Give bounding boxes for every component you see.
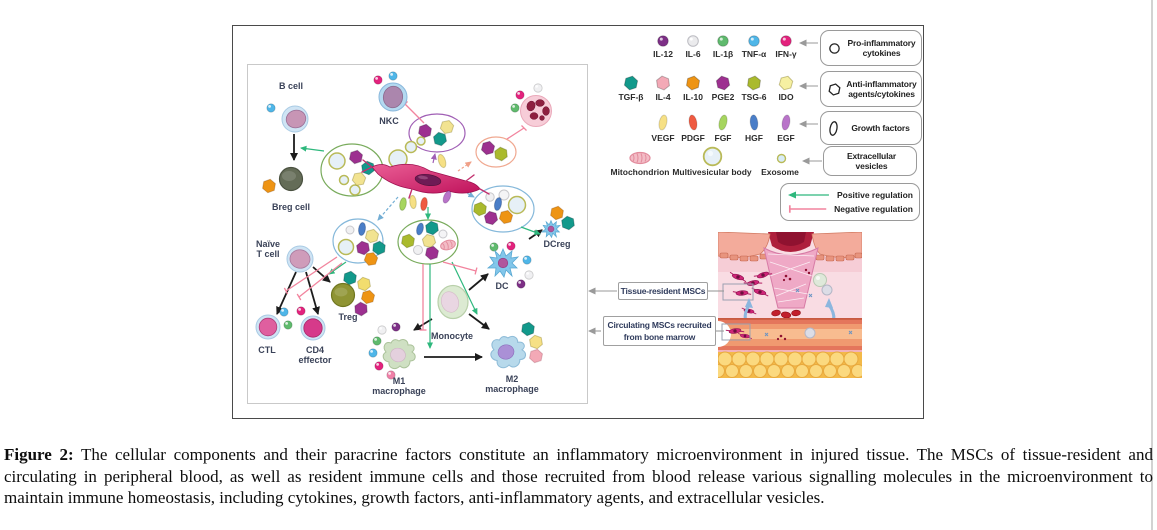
legend-item-tsg6: TSG-6 bbox=[734, 75, 774, 102]
legend-box-growth-factors: Growth factors bbox=[820, 111, 922, 145]
pdgf-icon bbox=[688, 114, 698, 131]
dc-cell bbox=[487, 241, 534, 289]
legend-item-tnfa: TNF-α bbox=[734, 34, 774, 59]
callout-circulating-mscs: Circulating MSCs recruited from bone marr… bbox=[603, 316, 716, 346]
msc-cell bbox=[361, 136, 490, 212]
tsg6-icon bbox=[747, 75, 761, 91]
tgfb-icon bbox=[623, 75, 639, 91]
ellipse-A-contents bbox=[328, 148, 376, 196]
label-dcreg: DCreg bbox=[543, 239, 571, 249]
neutrophil-cell bbox=[510, 83, 552, 127]
label-monocyte: Monocyte bbox=[430, 331, 473, 341]
tnfa-icon bbox=[748, 35, 760, 47]
legend-item-pdgf: PDGF bbox=[673, 113, 713, 143]
il1b-icon bbox=[717, 35, 729, 47]
label-b-cell: B cell bbox=[278, 81, 303, 91]
legend-item-egf: EGF bbox=[766, 113, 806, 143]
fgf-icon bbox=[718, 114, 728, 131]
blood-vessel bbox=[718, 318, 862, 352]
positive-regulation-arrows bbox=[300, 145, 541, 349]
il12-icon bbox=[657, 35, 669, 47]
m2-macrophage-cell bbox=[490, 320, 544, 369]
dcreg-cell bbox=[541, 204, 576, 238]
tissue-resident-msc-highlight-box bbox=[722, 283, 754, 301]
blob-shape-icon bbox=[829, 120, 838, 136]
legend-label-multivesicular-body: Multivesicular body bbox=[672, 167, 752, 177]
label-breg: Breg cell bbox=[271, 202, 311, 212]
mitochondrion-legend-icon bbox=[629, 151, 651, 165]
monocyte-cell bbox=[437, 284, 469, 320]
injured-tissue-illustration bbox=[718, 232, 862, 378]
il6-icon bbox=[687, 35, 699, 47]
legend-item-fgf: FGF bbox=[703, 113, 743, 143]
hexagon-shape-icon bbox=[828, 82, 841, 96]
legend-item-il4: IL-4 bbox=[643, 75, 683, 102]
label-m1-macrophage: M1 macrophage bbox=[372, 376, 426, 396]
negative-regulation-lines bbox=[283, 101, 527, 331]
label-nkc: NKC bbox=[379, 116, 399, 126]
legend-box-extracellular-vesicles: Extracellular vesicles bbox=[823, 146, 917, 176]
legend-item-il6: IL-6 bbox=[673, 34, 713, 59]
circulating-msc-highlight-box bbox=[721, 323, 751, 341]
label-treg: Treg bbox=[338, 312, 358, 322]
legend-box-pro-inflammatory: Pro-inflammatory cytokines bbox=[820, 30, 922, 66]
positive-regulation-row: Positive regulation bbox=[787, 190, 913, 200]
il4-icon bbox=[656, 75, 670, 91]
multivesicular-body-icon bbox=[702, 146, 723, 167]
legend-item-pge2: PGE2 bbox=[703, 75, 743, 102]
il10-icon bbox=[685, 75, 701, 91]
naive-t-cell bbox=[286, 245, 314, 273]
exosome-icon bbox=[776, 153, 787, 164]
label-cd4-effector: CD4 effector bbox=[298, 345, 332, 365]
legend-item-ifng: IFN-γ bbox=[766, 34, 806, 59]
pge2-icon bbox=[715, 75, 731, 91]
cell-diagram bbox=[255, 71, 576, 380]
m1-macrophage-cell bbox=[368, 322, 416, 380]
nkc-cell bbox=[373, 71, 408, 112]
legend-label-mitochondrion: Mitochondrion bbox=[610, 167, 670, 177]
label-ctl: CTL bbox=[258, 345, 276, 355]
fat-layer bbox=[718, 350, 862, 378]
label-naive-t: Naïve T cell bbox=[255, 239, 281, 259]
legend-item-hgf: HGF bbox=[734, 113, 774, 143]
figure-caption-text: The cellular components and their paracr… bbox=[4, 445, 1153, 507]
legend-box-regulation: Positive regulation Negative regulation bbox=[780, 183, 920, 221]
hgf-icon bbox=[749, 114, 759, 131]
legend-item-tgfb: TGF-β bbox=[611, 75, 651, 102]
legend-item-il1b: IL-1β bbox=[703, 34, 743, 59]
mitochondrion-icon bbox=[440, 239, 456, 251]
negative-regulation-row: Negative regulation bbox=[787, 204, 913, 214]
breg-cell bbox=[261, 166, 304, 195]
ifng-icon bbox=[780, 35, 792, 47]
callout-tissue-resident-mscs: Tissue-resident MSCs bbox=[618, 282, 708, 300]
legend-item-il12: IL-12 bbox=[643, 34, 683, 59]
ctl-cell bbox=[255, 314, 281, 340]
ellipse-blue1-contents bbox=[472, 189, 527, 227]
cd4-effector-cell bbox=[300, 315, 326, 341]
circle-shape-icon bbox=[829, 42, 840, 54]
negative-regulation-bar-icon bbox=[788, 205, 827, 213]
legend-label-exosome: Exosome bbox=[761, 167, 799, 177]
legend-item-ido: IDO bbox=[766, 75, 806, 102]
legend-item-il10: IL-10 bbox=[673, 75, 713, 102]
label-dc: DC bbox=[495, 281, 509, 291]
ellipse-blue2-contents bbox=[337, 222, 387, 268]
ellipse-B-contents bbox=[400, 219, 456, 262]
b-cell bbox=[266, 103, 309, 133]
egf-icon bbox=[781, 114, 791, 131]
red-blood-cells bbox=[771, 309, 801, 319]
positive-regulation-arrow-icon bbox=[787, 191, 829, 199]
label-m2-macrophage: M2 macrophage bbox=[485, 374, 539, 394]
treg-cell bbox=[330, 269, 376, 317]
figure-caption-label: Figure 2: bbox=[4, 445, 74, 464]
ido-icon bbox=[778, 75, 794, 91]
vegf-icon bbox=[658, 114, 668, 131]
legend-item-vegf: VEGF bbox=[643, 113, 683, 143]
figure-caption: Figure 2: The cellular components and th… bbox=[4, 444, 1153, 509]
skin-flaps bbox=[718, 232, 862, 262]
legend-box-anti-inflammatory: Anti-inflammatory agents/cytokines bbox=[820, 71, 922, 107]
page-edge-line bbox=[1151, 0, 1153, 530]
